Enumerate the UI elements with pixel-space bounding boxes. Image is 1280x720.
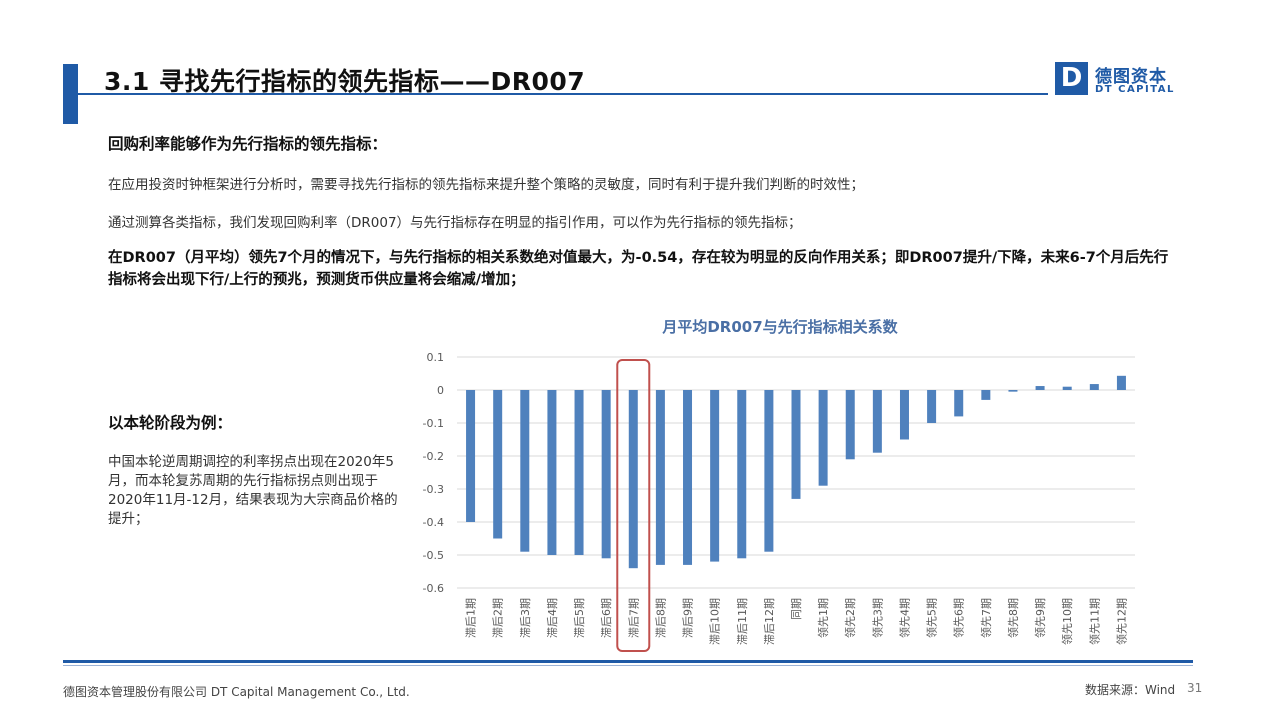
paragraph-3-key-finding: 在DR007（月平均）领先7个月的情况下，与先行指标的相关系数绝对值最大，为-0… — [108, 250, 1169, 288]
highlight-layer — [616, 359, 651, 652]
bar-17 — [899, 390, 909, 440]
bar-20 — [981, 390, 991, 400]
x-tick-label: 领先10期 — [1061, 598, 1074, 645]
logo-mark-icon: D — [1055, 62, 1088, 95]
y-tick-label: -0.2 — [423, 450, 444, 463]
bar-2 — [493, 390, 503, 539]
x-tick-label: 滞后11期 — [736, 598, 749, 645]
case-heading: 以本轮阶段为例： — [108, 414, 233, 432]
page-number: 31 — [1187, 681, 1203, 695]
correlation-bar-chart: 0.1 0 -0.1 -0.2 -0.3 -0.4 -0.5 -0.6 滞后1期 滞后2期 滞后3… — [423, 351, 1135, 652]
bar-13 — [791, 390, 801, 499]
footer-company: 德图资本管理股份有限公司 DT Capital Management Co., … — [63, 685, 410, 699]
page-title: 3.1 寻找先行指标的领先指标——DR007 — [104, 67, 586, 96]
bar-18 — [927, 390, 937, 423]
logo-cn-text: 德图资本 — [1095, 67, 1167, 87]
x-tick-label: 领先5期 — [926, 598, 939, 638]
data-source: 数据来源：Wind — [1085, 683, 1176, 697]
y-tick-label: 0.1 — [427, 351, 445, 364]
y-tick-label: -0.5 — [423, 549, 444, 562]
bar-24 — [1089, 384, 1099, 390]
x-tick-label: 领先2期 — [844, 598, 857, 638]
title-underline — [78, 93, 1048, 95]
bar-11 — [737, 390, 747, 559]
bar-22 — [1035, 386, 1045, 390]
highlight-box — [616, 359, 651, 652]
bar-23 — [1062, 386, 1072, 390]
y-tick-label: 0 — [437, 384, 444, 397]
bar-3 — [520, 390, 530, 552]
intro-heading: 回购利率能够作为先行指标的领先指标： — [108, 135, 388, 153]
bar-15 — [845, 390, 855, 460]
bar-19 — [954, 390, 964, 417]
footer-rule-thin — [63, 665, 1193, 666]
y-tick-label: -0.3 — [423, 483, 444, 496]
x-tick-label: 滞后2期 — [492, 598, 505, 638]
y-tick-label: -0.6 — [423, 582, 444, 595]
x-tick-label: 滞后6期 — [600, 598, 613, 638]
paragraph-1: 在应用投资时钟框架进行分析时，需要寻找先行指标的领先指标来提升整个策略的灵敏度，… — [108, 177, 864, 193]
bar-9 — [683, 390, 693, 565]
company-logo: D 德图资本 DT CAPITAL — [1055, 62, 1185, 98]
footer-rule — [63, 660, 1193, 663]
bar-16 — [872, 390, 882, 453]
bar-layer — [466, 375, 1126, 569]
y-tick-label: -0.1 — [423, 417, 444, 430]
bar-8 — [655, 390, 665, 565]
x-tick-label: 滞后1期 — [465, 598, 478, 638]
logo-en-text: DT CAPITAL — [1095, 84, 1175, 95]
title-accent-bar — [63, 64, 78, 124]
bar-14 — [818, 390, 828, 486]
x-tick-label: 领先8期 — [1007, 598, 1020, 638]
bar-5 — [574, 390, 584, 555]
x-tick-label: 滞后4期 — [546, 598, 559, 638]
x-tick-label: 领先6期 — [953, 598, 966, 638]
x-tick-label: 领先4期 — [898, 598, 911, 638]
chart-title: 月平均DR007与先行指标相关系数 — [662, 318, 898, 336]
case-body: 中国本轮逆周期调控的利率拐点出现在2020年5月，而本轮复苏周期的先行指标拐点则… — [108, 454, 398, 527]
x-tick-label: 领先1期 — [817, 598, 830, 638]
y-tick-label: -0.4 — [423, 516, 444, 529]
y-axis-ticks: 0.1 0 -0.1 -0.2 -0.3 -0.4 -0.5 -0.6 — [423, 351, 444, 595]
x-tick-label: 领先9期 — [1034, 598, 1047, 638]
bar-6 — [601, 390, 611, 559]
x-tick-label: 滞后3期 — [519, 598, 532, 638]
x-tick-label: 滞后8期 — [654, 598, 667, 638]
x-tick-label: 滞后5期 — [573, 598, 586, 638]
x-tick-label: 滞后12期 — [763, 598, 776, 645]
x-tick-label: 领先3期 — [871, 598, 884, 638]
paragraph-2: 通过测算各类指标，我们发现回购利率（DR007）与先行指标存在明显的指引作用，可… — [108, 215, 802, 231]
x-tick-label: 领先12期 — [1115, 598, 1128, 645]
x-tick-label: 领先11期 — [1088, 598, 1101, 645]
bar-12 — [764, 390, 774, 552]
x-tick-label: 滞后7期 — [627, 598, 640, 638]
x-axis-labels: 滞后1期 滞后2期 滞后3期 滞后4期 滞后5期 滞后6期 滞后7期 滞后8期 滞后9期 滞后10… — [465, 598, 1129, 645]
x-tick-label: 滞后9期 — [682, 598, 695, 638]
bar-1 — [466, 390, 476, 522]
x-tick-label: 领先7期 — [980, 598, 993, 638]
bar-25 — [1116, 375, 1126, 390]
x-tick-label: 滞后10期 — [709, 598, 722, 645]
bar-7 — [628, 390, 638, 569]
bar-21 — [1008, 390, 1018, 392]
bar-4 — [547, 390, 557, 555]
x-tick-label: 同期 — [790, 598, 803, 620]
bar-10 — [710, 390, 720, 562]
